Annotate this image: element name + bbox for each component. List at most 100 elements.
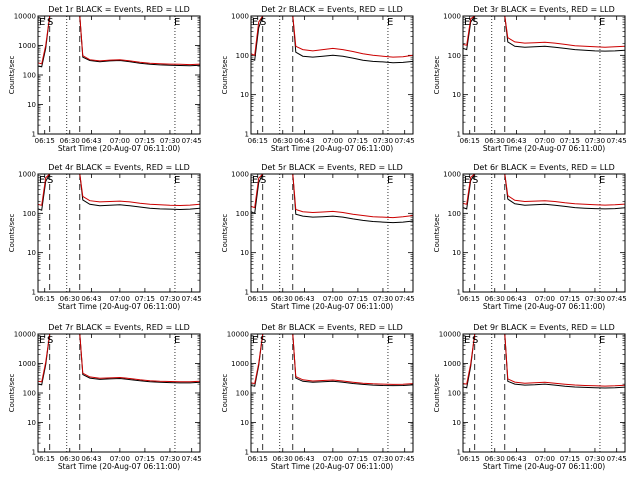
x-tick-label: 06:43 [506, 455, 526, 463]
series-group [38, 16, 200, 68]
plot-frame [250, 333, 414, 453]
series-group [463, 174, 625, 210]
marker-letter-s: S [260, 335, 266, 346]
marker-letter-e-end: E [599, 175, 605, 186]
marker-letter-e-end: E [174, 175, 180, 186]
marker-letter-e-end: E [599, 335, 605, 346]
x-tick-label: 07:15 [135, 455, 155, 463]
y-tick-label: 100 [236, 52, 249, 60]
x-tick-label: 06:15 [248, 137, 268, 145]
x-tick-label: 06:43 [81, 137, 101, 145]
x-tick-label: 07:30 [585, 295, 605, 303]
x-tick-label: 07:15 [135, 295, 155, 303]
x-tick-label: 07:45 [607, 455, 627, 463]
series-group [38, 174, 200, 211]
y-tick-label: 1 [32, 449, 36, 457]
x-tick-label: 06:30 [485, 137, 505, 145]
x-tick-label: 07:15 [560, 455, 580, 463]
marker-letter-s: S [472, 175, 478, 186]
x-tick-label: 07:15 [560, 295, 580, 303]
x-tick-label: 07:00 [110, 137, 130, 145]
plot-frame [462, 15, 626, 135]
plot-title: Det 1r BLACK = Events, RED = LLD [48, 5, 190, 14]
x-tick-label: 07:00 [535, 455, 555, 463]
y-tick-label: 100 [448, 52, 461, 60]
x-tick-label: 07:00 [110, 455, 130, 463]
x-tick-label: 07:30 [160, 295, 180, 303]
marker-letter-e: E [464, 175, 470, 186]
series-line-events [251, 174, 413, 224]
y-tick-label: 1000 [443, 171, 461, 179]
x-tick-label: 07:00 [323, 455, 343, 463]
y-tick-label: 100 [23, 72, 36, 80]
x-tick-label: 06:43 [506, 295, 526, 303]
x-tick-label: 07:15 [560, 137, 580, 145]
y-tick-label: 10 [27, 101, 36, 109]
subplot-det-1: Det 1r BLACK = Events, RED = LLD 1 10 100 10… [8, 5, 202, 153]
y-axis-label: Counts/sec [221, 214, 229, 253]
x-tick-label: 07:15 [135, 137, 155, 145]
marker-letter-e: E [464, 17, 470, 28]
x-tick-label: 06:15 [460, 295, 480, 303]
y-tick-label: 1 [245, 449, 249, 457]
y-tick-label: 100 [448, 390, 461, 398]
x-tick-label: 06:43 [506, 137, 526, 145]
marker-letter-s: S [472, 17, 478, 28]
series-line-lld [251, 334, 413, 385]
y-tick-label: 10 [452, 249, 461, 257]
marker-letter-e-end: E [174, 17, 180, 28]
x-tick-label: 07:00 [323, 295, 343, 303]
series-line-lld [38, 334, 200, 383]
x-tick-label: 06:30 [273, 295, 293, 303]
series-line-lld [463, 174, 625, 206]
x-tick-label: 07:00 [535, 137, 555, 145]
x-tick-label: 07:00 [110, 295, 130, 303]
marker-letter-e: E [39, 335, 45, 346]
series-group [251, 334, 413, 387]
x-tick-label: 07:15 [348, 295, 368, 303]
series-line-lld [38, 174, 200, 207]
x-tick-label: 07:45 [395, 137, 415, 145]
x-tick-label: 06:15 [248, 295, 268, 303]
x-axis-label: Start Time (20-Aug-07 06:11:00) [483, 302, 605, 311]
x-tick-label: 06:30 [485, 455, 505, 463]
plot-title: Det 9r BLACK = Events, RED = LLD [473, 323, 615, 332]
x-tick-label: 07:15 [348, 455, 368, 463]
x-tick-label: 07:30 [585, 137, 605, 145]
marker-letter-s: S [47, 17, 53, 28]
x-tick-label: 06:43 [294, 295, 314, 303]
x-tick-label: 07:30 [373, 137, 393, 145]
y-tick-label: 1000 [231, 360, 249, 368]
plot-title: Det 4r BLACK = Events, RED = LLD [48, 163, 190, 172]
y-tick-label: 10 [452, 91, 461, 99]
x-tick-label: 06:43 [81, 455, 101, 463]
marker-letter-e-end: E [387, 17, 393, 28]
y-tick-label: 100 [236, 210, 249, 218]
y-tick-label: 100 [23, 390, 36, 398]
y-tick-label: 10 [452, 419, 461, 427]
y-axis-label: Counts/sec [433, 56, 441, 95]
plot-frame [37, 15, 201, 135]
series-group [251, 174, 413, 224]
x-tick-label: 06:30 [60, 455, 80, 463]
series-group [463, 334, 625, 389]
y-axis-label: Counts/sec [433, 374, 441, 413]
marker-letter-s: S [47, 175, 53, 186]
y-tick-label: 10 [240, 419, 249, 427]
x-tick-label: 06:43 [81, 295, 101, 303]
subplot-det-6: Det 6r BLACK = Events, RED = LLD 1 10 100 10… [433, 163, 627, 311]
series-line-lld [463, 334, 625, 387]
y-tick-label: 1000 [18, 171, 36, 179]
x-tick-label: 07:45 [607, 137, 627, 145]
plot-frame [250, 15, 414, 135]
y-tick-label: 10000 [227, 331, 249, 339]
x-tick-label: 06:15 [35, 455, 55, 463]
x-tick-label: 07:45 [395, 455, 415, 463]
marker-letter-e-end: E [599, 17, 605, 28]
x-tick-label: 07:45 [182, 295, 202, 303]
marker-letter-e: E [252, 17, 258, 28]
y-tick-label: 1000 [443, 360, 461, 368]
y-axis-label: Counts/sec [221, 374, 229, 413]
subplot-det-3: Det 3r BLACK = Events, RED = LLD 1 10 100 10… [433, 5, 627, 153]
